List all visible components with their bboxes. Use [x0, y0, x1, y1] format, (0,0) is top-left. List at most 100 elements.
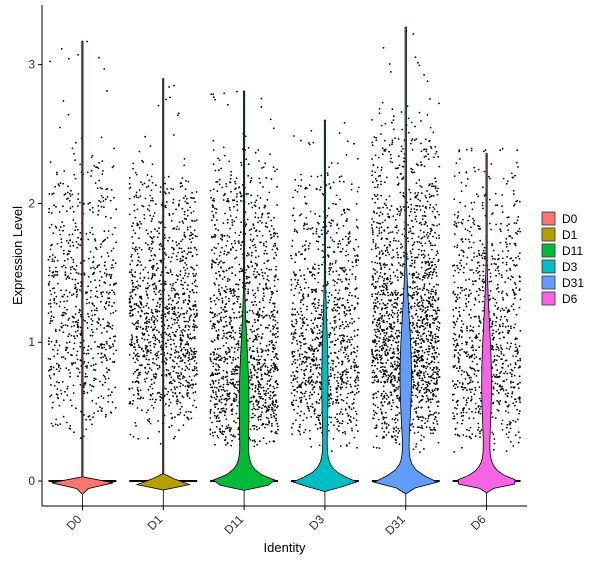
- data-point: [276, 422, 278, 425]
- data-point: [265, 345, 268, 347]
- data-point: [83, 346, 85, 349]
- data-point: [154, 339, 157, 342]
- data-point: [101, 295, 103, 298]
- data-point: [382, 385, 385, 388]
- data-point: [212, 149, 215, 151]
- data-point: [321, 192, 324, 195]
- data-point: [54, 256, 57, 259]
- data-point: [90, 309, 93, 312]
- data-point: [75, 305, 77, 308]
- data-point: [115, 241, 118, 244]
- data-point: [71, 354, 73, 357]
- data-point: [69, 266, 72, 269]
- data-point: [181, 185, 184, 187]
- data-point: [218, 288, 220, 291]
- data-point: [337, 306, 339, 309]
- data-point: [131, 253, 133, 256]
- data-point: [247, 276, 250, 279]
- data-point: [165, 254, 167, 256]
- data-point: [318, 402, 320, 404]
- data-point: [424, 274, 427, 277]
- data-point: [53, 301, 56, 304]
- data-point: [61, 221, 64, 224]
- data-point: [156, 236, 159, 239]
- data-point: [110, 267, 113, 269]
- data-point: [329, 332, 332, 335]
- data-point: [233, 220, 236, 223]
- data-point: [129, 300, 132, 302]
- data-point: [89, 231, 92, 234]
- data-point: [353, 393, 356, 396]
- data-point: [345, 371, 348, 373]
- data-point: [302, 297, 305, 300]
- data-point: [321, 249, 324, 252]
- data-point: [261, 297, 264, 300]
- data-point: [219, 355, 222, 358]
- data-point: [302, 303, 305, 306]
- data-point: [312, 232, 315, 235]
- data-point: [337, 227, 340, 230]
- data-point: [101, 347, 103, 349]
- data-point: [62, 415, 65, 418]
- data-point: [378, 337, 381, 340]
- data-point: [128, 298, 131, 301]
- data-point: [75, 225, 77, 228]
- data-point: [420, 223, 423, 226]
- data-point: [328, 246, 331, 249]
- data-point: [334, 320, 337, 322]
- data-point: [228, 251, 230, 254]
- data-point: [437, 258, 440, 261]
- data-point: [356, 254, 358, 257]
- data-point: [252, 340, 255, 343]
- data-point: [347, 355, 350, 358]
- data-point: [272, 328, 275, 330]
- data-point: [237, 428, 240, 431]
- data-point: [224, 310, 227, 312]
- data-point: [166, 188, 169, 190]
- data-point: [165, 358, 168, 361]
- data-point: [229, 288, 232, 291]
- data-point: [71, 193, 74, 196]
- data-point: [143, 312, 146, 315]
- data-point: [217, 338, 220, 341]
- data-point: [346, 357, 349, 360]
- data-point: [374, 328, 376, 331]
- data-point: [268, 343, 271, 346]
- data-point: [260, 268, 263, 271]
- data-point: [256, 287, 259, 289]
- data-point: [232, 378, 235, 381]
- data-point: [189, 247, 192, 250]
- data-point: [257, 359, 260, 362]
- data-point: [230, 331, 233, 334]
- data-point: [260, 97, 263, 100]
- data-point: [213, 412, 216, 414]
- data-point: [381, 101, 384, 104]
- data-point: [345, 154, 348, 156]
- data-point: [266, 408, 269, 410]
- data-point: [55, 393, 58, 396]
- data-point: [348, 306, 350, 309]
- data-point: [145, 327, 148, 329]
- data-point: [314, 363, 317, 366]
- data-point: [312, 373, 314, 376]
- data-point: [235, 283, 238, 286]
- data-point: [190, 353, 193, 356]
- data-point: [411, 297, 414, 300]
- data-point: [168, 303, 170, 305]
- data-point: [415, 330, 417, 332]
- data-point: [375, 179, 378, 182]
- data-point: [83, 392, 86, 395]
- data-point: [184, 369, 187, 372]
- data-point: [382, 368, 384, 371]
- data-point: [416, 382, 419, 385]
- data-point: [255, 425, 258, 428]
- data-point: [137, 359, 139, 362]
- data-point: [99, 406, 101, 409]
- data-point: [292, 271, 295, 274]
- data-point: [182, 375, 185, 377]
- data-point: [69, 245, 72, 248]
- data-point: [166, 201, 168, 203]
- data-point: [437, 284, 440, 286]
- data-point: [415, 182, 418, 185]
- data-point: [262, 437, 265, 440]
